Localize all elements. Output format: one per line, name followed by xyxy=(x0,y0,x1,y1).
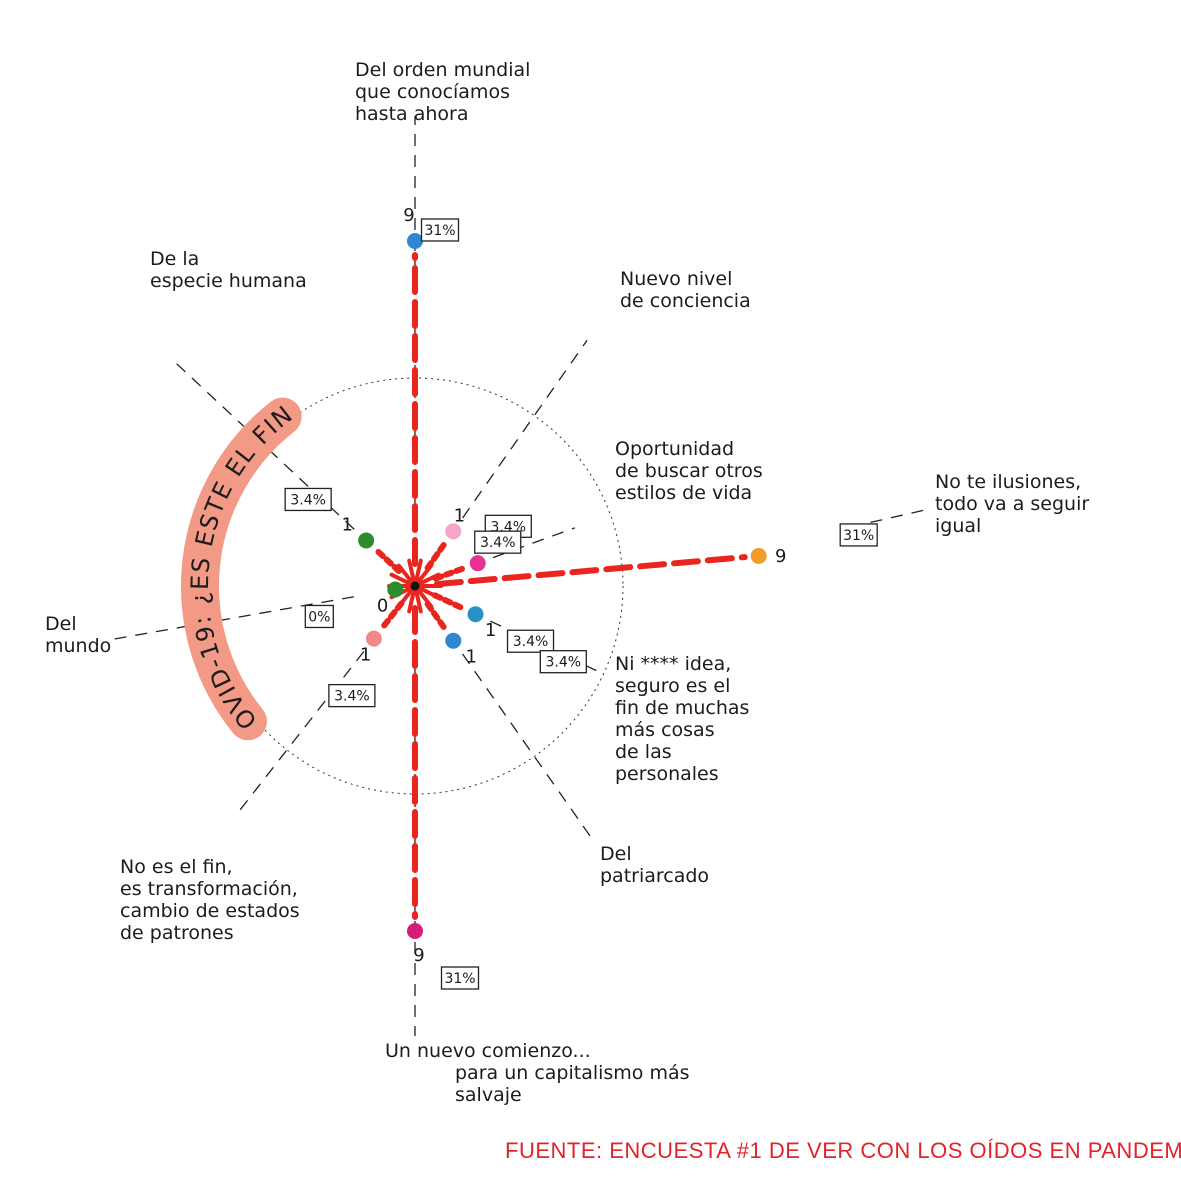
answer-label: No es el fin, es transformación, cambio de… xyxy=(120,856,300,944)
percent-label: 3.4% xyxy=(334,689,370,705)
percent-box: 3.4% xyxy=(474,530,522,554)
answer-dot xyxy=(445,632,462,649)
value-bar xyxy=(424,539,449,571)
spoke-line xyxy=(849,509,926,528)
answer-label: Del patriarcado xyxy=(600,843,709,887)
center-burst-ray xyxy=(413,558,423,585)
answer-count: 1 xyxy=(342,514,353,535)
percent-label: 0% xyxy=(308,609,330,625)
center-burst-ray xyxy=(407,587,417,614)
value-bar xyxy=(433,554,748,588)
answer-dot xyxy=(445,523,462,540)
percent-box: 31% xyxy=(420,218,460,242)
answer-count: 9 xyxy=(775,546,786,567)
answer-dot xyxy=(358,532,375,549)
answer-label: Ni **** idea, seguro es el fin de muchas má… xyxy=(615,653,749,785)
title-band xyxy=(181,397,302,741)
answer-label: Del orden mundial que conocíamos hasta aho… xyxy=(355,59,530,125)
percent-box: 3.4% xyxy=(284,487,332,512)
center-burst-ray xyxy=(416,572,441,587)
percent-box: 3.4% xyxy=(539,650,587,674)
answer-label: Un nuevo comienzo... para un capitalismo … xyxy=(385,1040,690,1106)
percent-label: 3.4% xyxy=(546,655,582,671)
answer-dot xyxy=(407,233,423,249)
percent-label: 31% xyxy=(444,971,475,987)
center-burst-ray xyxy=(415,563,434,585)
value-bar xyxy=(373,547,402,574)
value-bar xyxy=(424,601,449,633)
center-burst-ray xyxy=(389,572,414,587)
spoke-line xyxy=(450,339,588,536)
spoke-line xyxy=(473,527,575,566)
percent-label: 3.4% xyxy=(290,492,326,508)
percent-box: 3.4% xyxy=(506,629,555,653)
answer-label: Nuevo nivel de conciencia xyxy=(620,268,751,312)
percent-label: 31% xyxy=(843,528,874,544)
center-burst-ray xyxy=(415,587,434,609)
spoke-line xyxy=(235,634,378,815)
answer-count: 1 xyxy=(454,505,465,526)
percent-box: 0% xyxy=(304,604,334,629)
spoke-line xyxy=(173,360,371,545)
center-burst-ray xyxy=(396,563,415,585)
source-note: FUENTE: ENCUESTA #1 DE VER CON LOS OÍDOS… xyxy=(505,1138,1181,1163)
answer-count: 1 xyxy=(465,647,476,668)
center-point xyxy=(410,581,420,591)
answer-count: 9 xyxy=(413,945,424,966)
answer-label: De la especie humana xyxy=(150,248,307,292)
percent-box: 3.4% xyxy=(328,683,376,708)
percent-box: 31% xyxy=(839,523,878,547)
value-bar xyxy=(432,564,468,582)
answer-label: No te ilusiones, todo va a seguir igual xyxy=(935,471,1089,537)
answer-dot xyxy=(407,923,423,939)
center-burst-ray xyxy=(396,587,415,609)
center-burst-ray xyxy=(407,558,417,585)
answer-count: 1 xyxy=(360,645,371,666)
answer-count: 9 xyxy=(403,205,414,226)
answer-dot xyxy=(387,581,404,598)
percent-label: 31% xyxy=(424,223,455,239)
answer-dot xyxy=(467,606,484,623)
percent-box: 31% xyxy=(440,966,480,990)
answer-label: Del mundo xyxy=(45,613,111,657)
center-burst-ray xyxy=(413,587,423,614)
answer-dot xyxy=(469,555,486,572)
answer-dot xyxy=(365,630,382,647)
answer-label: Oportunidad de buscar otros estilos de vid… xyxy=(615,438,763,504)
percent-label: 3.4% xyxy=(513,634,549,650)
percent-label: 3.4% xyxy=(480,535,516,551)
answer-count: 0 xyxy=(377,595,388,616)
answer-dot xyxy=(750,547,767,564)
center-burst-ray xyxy=(416,585,441,600)
answer-count: 1 xyxy=(485,620,496,641)
